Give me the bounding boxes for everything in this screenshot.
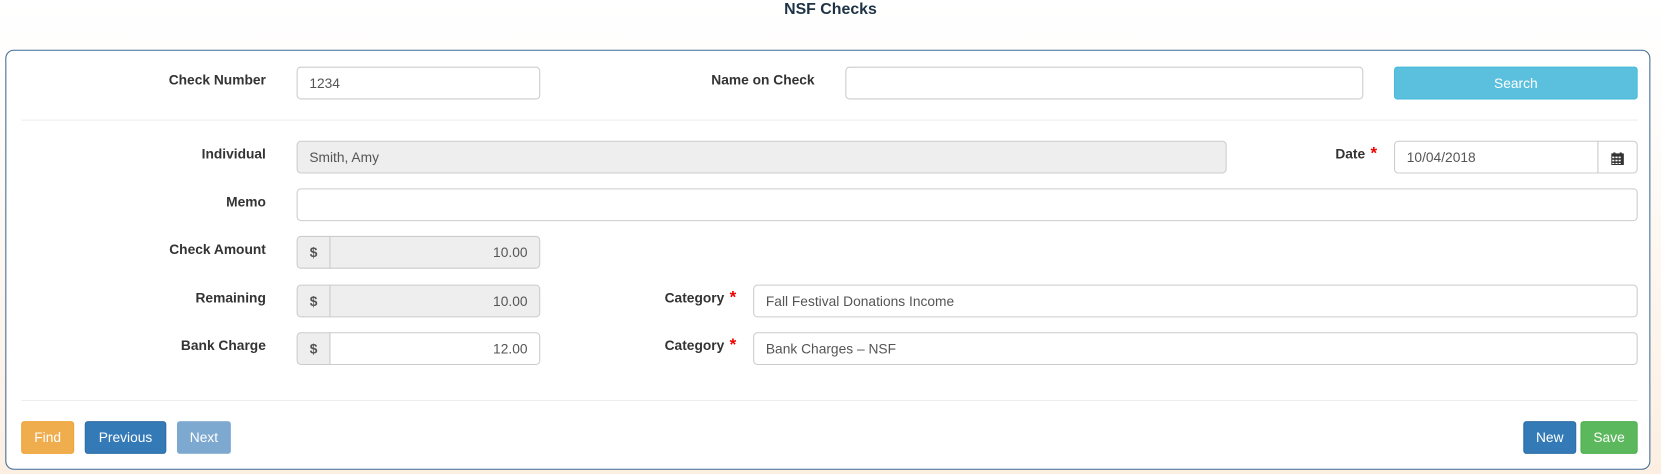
date-input[interactable]: 10/04/2018 <box>1394 140 1599 174</box>
calendar-button[interactable] <box>1597 140 1638 174</box>
name-on-check-input[interactable] <box>845 66 1364 100</box>
divider <box>21 119 1638 121</box>
category-2-label: Category * <box>593 331 737 361</box>
check-number-input[interactable]: 1234 <box>296 66 541 100</box>
category-1-select[interactable]: Fall Festival Donations Income <box>753 284 1638 318</box>
check-amount-label: Check Amount <box>169 241 266 258</box>
remaining-label: Remaining <box>195 289 266 306</box>
date-label: Date * <box>1250 140 1377 170</box>
category-2-select[interactable]: Bank Charges – NSF <box>753 332 1638 366</box>
currency-addon: $ <box>296 332 331 366</box>
next-button[interactable]: Next <box>176 421 231 454</box>
previous-button[interactable]: Previous <box>84 421 167 454</box>
required-marker: * <box>729 288 737 307</box>
category-label-text: Category <box>664 289 725 306</box>
date-label-text: Date <box>1335 146 1366 162</box>
new-button[interactable]: New <box>1523 421 1577 454</box>
check-number-label: Check Number <box>168 71 266 88</box>
bank-charge-label: Bank Charge <box>180 337 266 354</box>
category-1-label: Category * <box>593 284 737 314</box>
memo-input[interactable] <box>296 188 1638 222</box>
individual-label: Individual <box>201 146 266 162</box>
currency-addon: $ <box>296 235 331 269</box>
search-button[interactable]: Search <box>1394 66 1638 100</box>
name-on-check-label: Name on Check <box>711 71 815 88</box>
memo-label: Memo <box>226 193 266 210</box>
remaining-input[interactable]: 10.00 <box>329 284 541 318</box>
find-button[interactable]: Find <box>21 421 75 454</box>
currency-addon: $ <box>296 284 331 318</box>
calendar-icon <box>1611 151 1624 165</box>
required-marker: * <box>1370 144 1378 163</box>
bank-charge-input[interactable]: 12.00 <box>329 332 541 366</box>
page-title: NSF Checks <box>784 0 877 18</box>
divider <box>21 399 1638 401</box>
save-button[interactable]: Save <box>1580 421 1638 454</box>
individual-input[interactable]: Smith, Amy <box>296 140 1227 174</box>
required-marker: * <box>729 336 737 355</box>
category-label-text: Category <box>664 337 725 354</box>
check-amount-input[interactable]: 10.00 <box>329 235 541 269</box>
